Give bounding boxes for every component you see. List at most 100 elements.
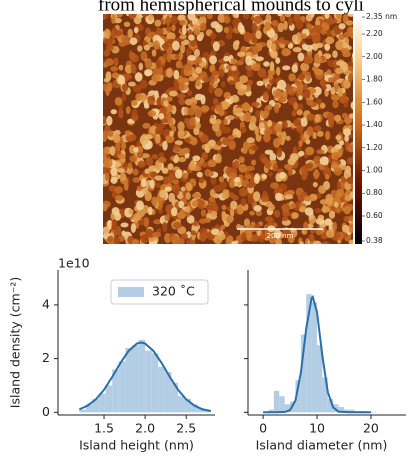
histogram-bar xyxy=(164,372,172,413)
afm-grain xyxy=(226,215,234,224)
colorbar-ticks: 0.38 0.60 0.80 1.00 1.20 1.40 1.60 1.80 2.00 2.20… xyxy=(362,12,397,245)
afm-grain xyxy=(258,14,266,16)
histogram-bar xyxy=(79,409,86,413)
afm-grain xyxy=(247,183,254,189)
afm-grain xyxy=(175,169,183,179)
afm-grain xyxy=(151,49,157,57)
afm-grain xyxy=(184,98,194,106)
afm-grain xyxy=(216,140,223,146)
afm-grain xyxy=(262,157,269,164)
afm-grain xyxy=(133,26,139,34)
afm-grain xyxy=(250,234,260,242)
histogram-bar xyxy=(300,334,307,413)
afm-grain xyxy=(293,119,302,127)
afm-grain xyxy=(351,52,353,59)
afm-grain xyxy=(151,196,158,206)
afm-grain xyxy=(168,192,176,203)
afm-grain xyxy=(251,145,259,151)
afm-grain xyxy=(180,186,186,192)
afm-grain xyxy=(118,75,126,85)
afm-grain xyxy=(176,93,186,99)
afm-grain xyxy=(210,32,216,40)
afm-grain xyxy=(336,14,342,19)
afm-grain xyxy=(207,159,217,168)
afm-grain xyxy=(269,61,275,72)
plots: 1.5 2.0 2.5 0 2 4 Island height (nm) Island den… xyxy=(8,256,406,453)
afm-grain xyxy=(209,55,218,65)
afm-grain xyxy=(166,53,172,63)
afm-grain xyxy=(215,153,222,164)
histogram-bar xyxy=(204,410,211,413)
afm-grain xyxy=(253,15,263,24)
afm-grain xyxy=(212,41,220,52)
afm-grain xyxy=(308,233,315,242)
afm-grain xyxy=(221,137,231,146)
afm-grain xyxy=(144,58,152,69)
afm-grain xyxy=(305,14,313,22)
histogram-bar xyxy=(151,353,159,413)
afm-grain xyxy=(316,149,325,155)
afm-grain xyxy=(137,45,143,52)
afm-grain xyxy=(143,217,150,228)
afm-grain xyxy=(195,67,203,74)
afm-grain xyxy=(231,195,239,201)
afm-grain xyxy=(163,100,169,107)
histogram-bar xyxy=(85,404,93,413)
afm-grain xyxy=(240,232,247,242)
afm-grain xyxy=(285,14,291,16)
afm-grain xyxy=(266,83,272,92)
afm-grain xyxy=(120,222,129,228)
x-tick-label: 1.5 xyxy=(94,421,114,436)
afm-grain xyxy=(253,191,261,202)
histogram-bar xyxy=(349,409,355,413)
afm-grain xyxy=(153,219,162,225)
histogram-bar xyxy=(112,369,119,413)
afm-grain xyxy=(223,55,230,62)
scale-bar-label: 200 nm xyxy=(267,232,294,240)
afm-grain xyxy=(240,126,247,134)
afm-grain xyxy=(232,128,240,135)
colorbar-tick-label: 0.80 xyxy=(366,188,383,197)
afm-grain xyxy=(208,139,216,147)
afm-grain xyxy=(237,206,243,215)
afm-grain xyxy=(157,156,167,163)
afm-grain xyxy=(266,39,272,49)
y-tick-label: 4 xyxy=(42,296,50,311)
afm-grain xyxy=(348,113,353,119)
afm-grain xyxy=(305,139,311,145)
afm-grain xyxy=(177,211,186,219)
afm-grain xyxy=(161,167,169,173)
x-axis-label: Island height (nm) xyxy=(79,438,194,453)
afm-grain xyxy=(298,140,303,147)
histogram-bar xyxy=(306,294,312,413)
afm-grain xyxy=(296,109,303,116)
afm-grain xyxy=(264,149,274,155)
afm-grain xyxy=(166,32,176,41)
afm-grain xyxy=(317,214,325,221)
afm-grain xyxy=(172,179,180,185)
afm-grain xyxy=(325,229,335,239)
afm-grain xyxy=(267,119,273,127)
afm-grain xyxy=(261,174,267,179)
afm-grain xyxy=(297,52,305,62)
afm-grain xyxy=(106,43,114,52)
afm-grain xyxy=(279,171,286,179)
afm-grain xyxy=(320,234,328,240)
afm-grain xyxy=(228,172,238,180)
afm-grain xyxy=(129,53,139,63)
afm-grain xyxy=(270,50,278,59)
afm-grain xyxy=(186,182,192,192)
afm-grain xyxy=(186,215,195,224)
afm-grain xyxy=(171,207,178,217)
afm-grain xyxy=(348,73,353,83)
afm-grain xyxy=(177,75,184,84)
afm-grain xyxy=(155,59,162,69)
afm-grain xyxy=(165,26,172,32)
afm-grain xyxy=(291,64,298,73)
afm-grain xyxy=(338,23,346,30)
afm-grain xyxy=(210,210,218,217)
afm-grain xyxy=(144,168,150,175)
afm-grain xyxy=(132,239,140,244)
afm-grain xyxy=(273,229,282,239)
legend-label: 320 ˚C xyxy=(152,284,195,299)
